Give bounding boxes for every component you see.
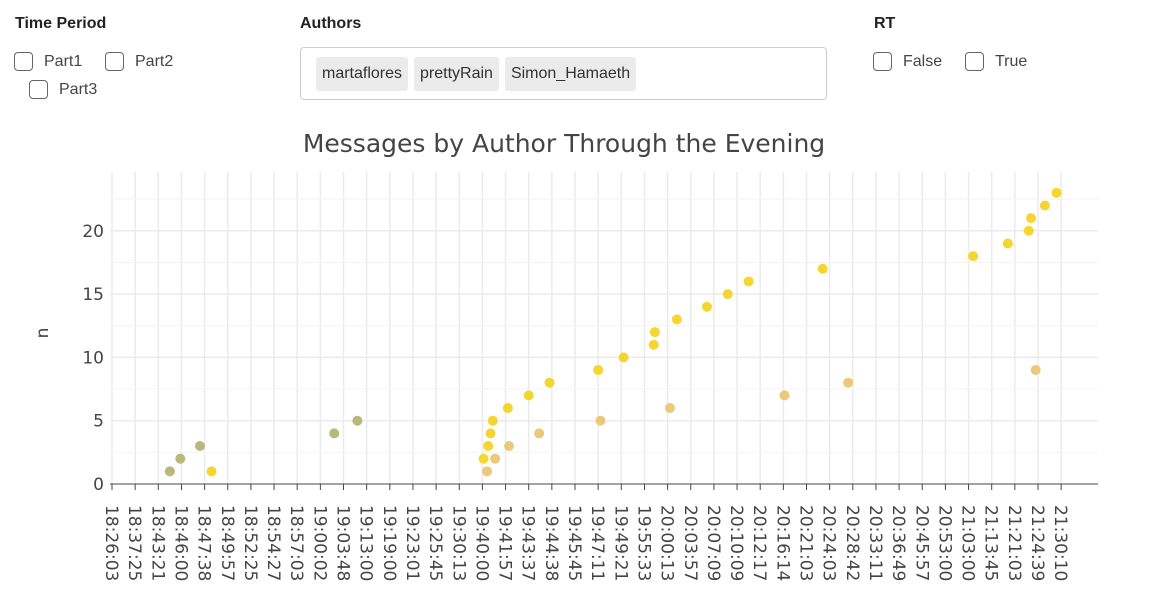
data-point: [503, 403, 513, 413]
x-tick-label: 20:03:57: [680, 505, 700, 581]
y-tick-label: 0: [93, 475, 104, 495]
data-point: [744, 276, 754, 286]
x-tick-label: 19:47:11: [587, 505, 607, 581]
x-tick-label: 20:10:09: [726, 505, 746, 581]
y-tick-label: 5: [93, 412, 104, 432]
x-tick-label: 21:30:10: [1050, 505, 1070, 581]
x-tick-label: 18:54:27: [263, 505, 283, 581]
y-tick-label: 15: [82, 285, 104, 305]
x-tick-label: 19:55:33: [633, 505, 653, 581]
data-point: [1052, 188, 1062, 198]
data-point: [595, 416, 605, 426]
y-axis-label: n: [33, 328, 53, 339]
x-tick-label: 21:24:39: [1027, 505, 1047, 581]
x-tick-label: 20:21:03: [796, 505, 816, 581]
data-point: [843, 378, 853, 388]
x-tick-label: 18:46:00: [170, 505, 190, 581]
y-tick-label: 10: [82, 348, 104, 368]
data-point: [593, 365, 603, 375]
data-point: [175, 454, 185, 464]
data-point: [723, 289, 733, 299]
data-point: [490, 454, 500, 464]
data-point: [534, 428, 544, 438]
data-point: [619, 352, 629, 362]
x-tick-label: 18:57:03: [286, 505, 306, 581]
data-point: [545, 378, 555, 388]
x-tick-label: 21:13:45: [981, 505, 1001, 581]
data-point: [165, 466, 175, 476]
data-point: [672, 314, 682, 324]
x-tick-label: 19:30:13: [448, 505, 468, 581]
x-tick-label: 20:24:03: [819, 505, 839, 581]
data-point: [479, 454, 489, 464]
data-point: [702, 302, 712, 312]
x-tick-label: 19:43:37: [518, 505, 538, 581]
x-tick-label: 19:19:00: [379, 505, 399, 581]
x-tick-label: 19:13:00: [356, 505, 376, 581]
data-point: [1024, 226, 1034, 236]
data-point: [329, 428, 339, 438]
x-tick-label: 19:49:21: [610, 505, 630, 581]
x-tick-label: 21:03:00: [958, 505, 978, 581]
x-tick-label: 19:23:01: [402, 505, 422, 581]
x-tick-label: 21:21:03: [1004, 505, 1024, 581]
x-tick-label: 20:16:14: [772, 505, 792, 581]
data-point: [1003, 238, 1013, 248]
data-point: [207, 466, 217, 476]
x-tick-label: 18:47:38: [194, 505, 214, 581]
x-tick-label: 19:00:02: [309, 505, 329, 581]
x-tick-label: 19:25:45: [425, 505, 445, 581]
chart-title: Messages by Author Through the Evening: [303, 129, 825, 158]
x-tick-label: 20:53:00: [934, 505, 954, 581]
data-point: [482, 466, 492, 476]
x-tick-label: 19:03:48: [333, 505, 353, 581]
data-point: [780, 390, 790, 400]
x-tick-label: 20:00:13: [657, 505, 677, 581]
data-point: [650, 327, 660, 337]
data-point: [488, 416, 498, 426]
x-tick-label: 18:43:21: [147, 505, 167, 581]
x-tick-label: 20:36:49: [888, 505, 908, 581]
data-point: [504, 441, 514, 451]
y-tick-label: 20: [82, 222, 104, 242]
data-point: [483, 441, 493, 451]
x-tick-label: 20:45:57: [911, 505, 931, 581]
data-point: [649, 340, 659, 350]
x-tick-label: 19:40:00: [471, 505, 491, 581]
grid-lines: [110, 172, 1098, 484]
x-tick-label: 19:41:57: [495, 505, 515, 581]
x-tick-label: 20:07:09: [703, 505, 723, 581]
data-point: [1031, 365, 1041, 375]
x-tick-label: 19:45:45: [564, 505, 584, 581]
x-tick-label: 20:28:42: [842, 505, 862, 581]
data-point: [818, 264, 828, 274]
x-tick-label: 18:37:25: [124, 505, 144, 581]
x-tick-label: 20:12:17: [749, 505, 769, 581]
data-point: [968, 251, 978, 261]
data-point: [665, 403, 675, 413]
x-tick-label: 19:44:38: [541, 505, 561, 581]
data-point: [352, 416, 362, 426]
data-point: [1040, 200, 1050, 210]
x-tick-label: 18:26:03: [101, 505, 121, 581]
x-tick-label: 20:33:11: [865, 505, 885, 581]
x-tick-label: 18:49:57: [217, 505, 237, 581]
data-point: [524, 390, 534, 400]
data-point: [195, 441, 205, 451]
data-point: [486, 428, 496, 438]
data-point: [1026, 213, 1036, 223]
x-tick-label: 18:52:25: [240, 505, 260, 581]
